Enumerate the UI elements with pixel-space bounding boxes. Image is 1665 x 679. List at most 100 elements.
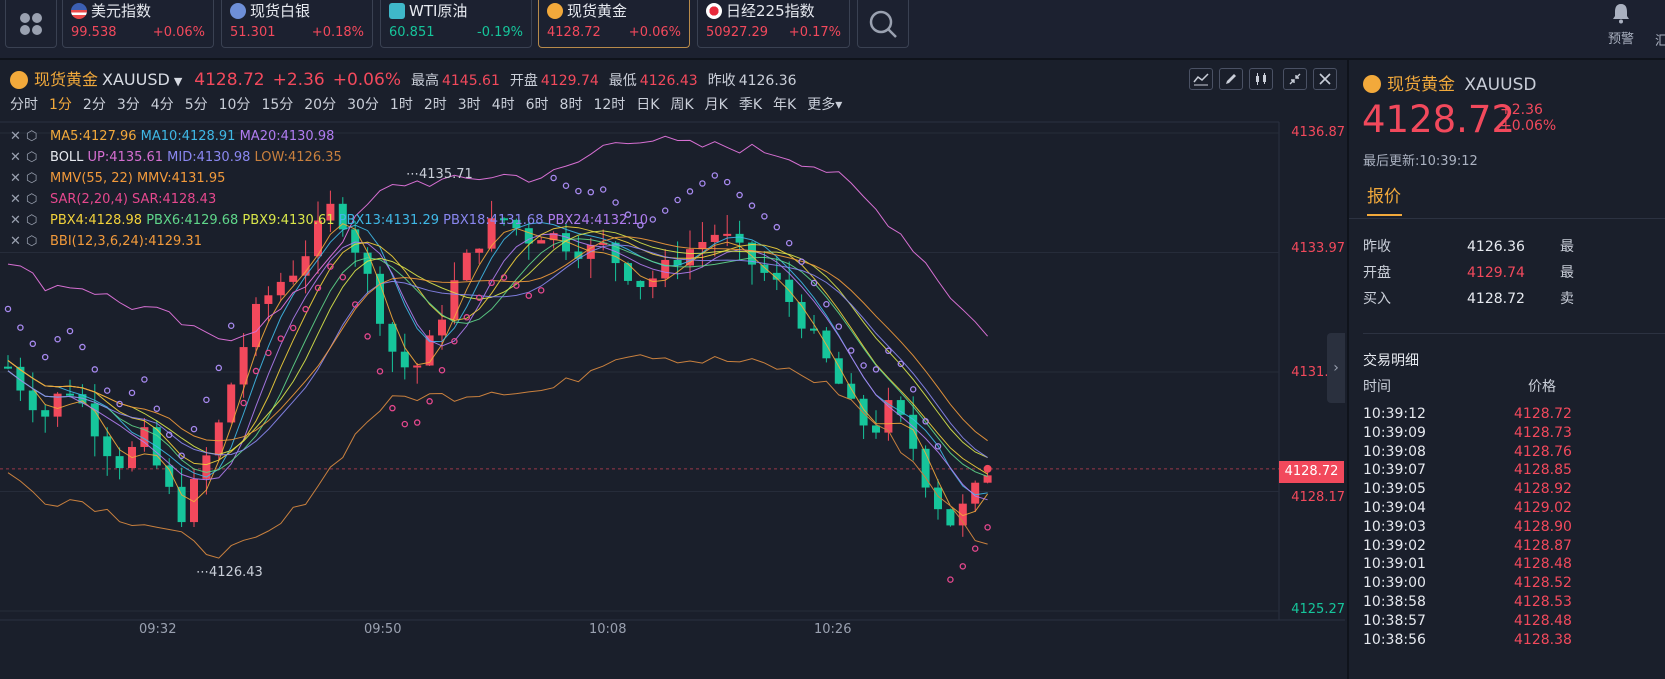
sar-dot [289,324,297,332]
quote-price: 4128.72 [1362,98,1516,141]
candle-body [735,233,744,243]
sar-dot [599,186,607,193]
period-tab[interactable]: 10分 [218,97,251,113]
remove-indicator-icon[interactable]: ✕ [10,234,21,249]
candle-type-button[interactable] [1249,68,1273,90]
trade-list[interactable]: 10:39:12 4128.72 10:39:09 4128.73 10:39:08 41… [1363,405,1572,649]
indicator-row: ✕ ⬡ BOLL UP:4135.61 MID:4130.98 LOW:4126.3… [10,147,648,168]
sar-dot [885,347,892,355]
period-tab[interactable]: 4时 [491,97,515,113]
expand-panel-button[interactable]: › [1327,333,1345,403]
indicator-settings-icon[interactable]: ⬡ [26,171,38,186]
remove-indicator-icon[interactable]: ✕ [10,213,21,228]
ticker-spot-gold[interactable]: 现货黄金 4128.72 +0.06% [538,0,690,48]
price-tick: 4128.17 [1291,490,1345,505]
period-tab[interactable]: 2分 [82,97,106,113]
candle-body [388,323,397,352]
period-tab[interactable]: 20分 [304,97,337,113]
sar-dot [215,364,223,372]
close-button[interactable] [1313,68,1337,90]
period-tab[interactable]: 年K [773,97,797,113]
low-label: 最低 [608,73,637,89]
indicator-value: UP:4135.61 [87,150,164,165]
period-tab[interactable]: 6时 [525,97,549,113]
period-tab[interactable]: 更多▾ [807,97,843,113]
period-tab[interactable]: 日K [636,97,660,113]
period-tab[interactable]: 1时 [389,97,413,113]
period-tab[interactable]: 3分 [116,97,140,113]
sar-dot [686,188,694,195]
exchange-label[interactable]: 汇 [1655,34,1665,49]
indicator-settings-icon[interactable]: ⬡ [26,150,38,165]
candle-body [946,509,955,526]
sar-dot [165,431,173,439]
period-tab[interactable]: 8时 [559,97,583,113]
period-tab[interactable]: 30分 [347,97,379,113]
draw-button[interactable] [1219,68,1243,90]
sar-dot [488,279,495,287]
period-tab[interactable]: 1分 [49,97,72,113]
trade-time: 10:39:08 [1363,443,1426,460]
ticker-nikkei225[interactable]: 日经225指数 50927.29 +0.17% [697,0,850,48]
trade-price: 4128.72 [1514,406,1572,422]
candle-body [537,240,546,244]
search-button[interactable] [857,0,909,48]
period-tab[interactable]: 周K [670,97,694,113]
period-tab[interactable]: 12时 [593,97,626,113]
tab-quote[interactable]: 报价 [1367,187,1401,207]
candle-body [4,366,12,369]
trade-row: 10:39:01 4128.48 [1363,555,1572,574]
boll-band-line [7,135,988,342]
trade-time: 10:39:05 [1363,481,1426,498]
remove-indicator-icon[interactable]: ✕ [10,171,21,186]
candle-body [574,251,583,259]
collapse-button[interactable] [1283,68,1307,90]
sar-dot [513,282,520,289]
indicator-value: SAR(2,20,4) [50,192,128,207]
sar-dot [277,335,285,342]
remove-indicator-icon[interactable]: ✕ [10,129,21,144]
ticker-wti-oil[interactable]: WTI原油 60.851 -0.19% [380,0,532,48]
symbol-code[interactable]: XAUUSD [102,70,170,89]
period-tab[interactable]: 月K [704,97,728,113]
trade-price: 4128.48 [1514,556,1572,573]
indicator-button[interactable] [1189,68,1213,90]
trade-row: 10:39:07 4128.85 [1363,461,1572,480]
period-tab[interactable]: 2时 [423,97,447,113]
candle-body [190,478,198,523]
ticker-silver[interactable]: 现货白银 51.301 +0.18% [221,0,373,48]
stat-prev-close: 昨收 4126.36 最 [1363,239,1574,255]
current-price: 4128.72 [194,70,265,90]
candle-body [661,259,670,279]
indicator-settings-icon[interactable]: ⬡ [26,234,38,249]
sar-dot [475,294,483,301]
indicator-settings-icon[interactable]: ⬡ [26,213,38,228]
indicator-settings-icon[interactable]: ⬡ [26,129,38,144]
remove-indicator-icon[interactable]: ✕ [10,192,21,207]
low-value: 4126.43 [639,73,698,89]
sar-dot [190,425,198,433]
period-tab[interactable]: 季K [738,97,763,113]
sar-dot [66,327,74,335]
sar-dot [947,576,954,583]
candle-body [462,252,471,281]
candlestick-icon [1256,73,1266,85]
alert-button[interactable]: 预警 [1598,2,1644,47]
sar-dot [909,386,917,393]
candlestick-chart[interactable] [0,60,1345,679]
period-tab[interactable]: 3时 [457,97,481,113]
trade-price: 4129.02 [1514,499,1572,516]
period-tab[interactable]: 4分 [150,97,174,113]
candle-body [648,278,657,288]
period-tab[interactable]: 15分 [261,97,294,113]
sar-dot [203,396,210,404]
ticker-usd-index[interactable]: 美元指数 99.538 +0.06% [62,0,214,48]
indicator-settings-icon[interactable]: ⬡ [26,192,38,207]
period-tab[interactable]: 5分 [184,97,208,113]
trade-price: 4128.76 [1514,443,1572,460]
period-tab[interactable]: 分时 [10,97,38,113]
remove-indicator-icon[interactable]: ✕ [10,150,21,165]
apps-grid-button[interactable] [5,0,57,48]
sar-dot [153,405,161,412]
chevron-down-icon[interactable]: ▼ [173,75,183,88]
